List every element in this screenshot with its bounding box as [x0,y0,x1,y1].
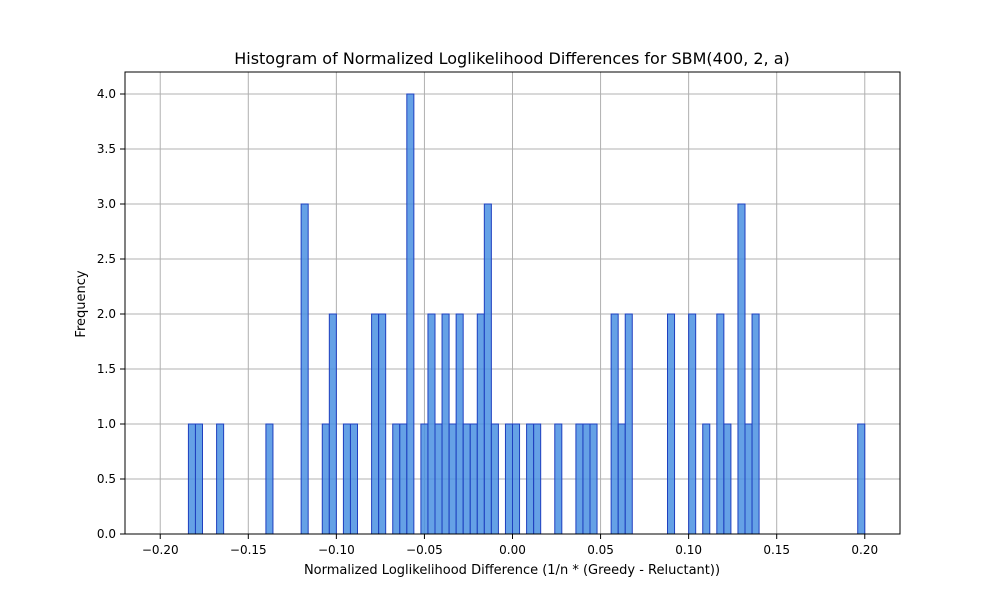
histogram-bar [667,313,676,535]
histogram-bar [399,423,408,535]
histogram-bar [371,313,380,535]
histogram-bar [448,423,457,535]
histogram-bar [533,423,542,535]
histogram-bar [582,423,591,535]
histogram-bar [857,423,866,535]
histogram-bar [216,423,225,535]
histogram-bar [441,313,450,535]
histogram-bar [342,423,351,535]
histogram-bar [554,423,563,535]
histogram-bar [589,423,598,535]
y-tick-label: 3.0 [97,197,116,211]
histogram-bar [321,423,330,535]
histogram-bar [723,423,732,535]
y-tick-label: 4.0 [97,87,116,101]
x-tick-label: 0.00 [499,543,526,557]
histogram-bar [575,423,584,535]
histogram-bar [406,93,415,535]
histogram-bar [462,423,471,535]
x-tick-label: 0.05 [587,543,614,557]
x-tick-label: −0.05 [406,543,443,557]
y-tick-label: 3.5 [97,142,116,156]
histogram-bar [427,313,436,535]
y-tick-label: 1.0 [97,417,116,431]
x-tick-label: −0.10 [318,543,355,557]
histogram-bar [504,423,514,535]
histogram-bar [300,203,309,535]
histogram-bar [349,423,359,535]
histogram-bar [194,423,203,535]
histogram-bar [512,423,521,535]
x-tick-label: 0.15 [763,543,790,557]
histogram-bar [265,423,274,535]
x-axis-ticks: −0.20 −0.15 −0.10 −0.05 0.00 0.05 0.10 0.15 0.20 [142,534,878,557]
histogram-bar [737,203,746,535]
histogram-bar [434,423,443,535]
histogram-bar [610,313,619,535]
histogram-bar [378,313,387,535]
histogram-bar [455,313,464,535]
histogram-bar [624,313,633,535]
histogram-bar [526,423,535,535]
histogram-bar [469,423,478,535]
histogram-bar [483,203,492,535]
histogram-bar [490,423,499,535]
grid-layer [125,72,900,535]
histogram-bar [716,313,725,535]
histogram-bar [688,313,697,535]
y-tick-label: 0.0 [97,527,116,541]
x-tick-label: 0.20 [851,543,878,557]
histogram-bar [187,423,196,535]
histogram-bar [617,423,626,535]
y-tick-label: 2.5 [97,252,116,266]
histogram-bar [328,313,337,535]
y-tick-label: 1.5 [97,362,116,376]
histogram-bar [476,313,485,535]
chart-title: Histogram of Normalized Loglikelihood Di… [234,49,790,68]
y-tick-label: 2.0 [97,307,116,321]
histogram-bar [744,423,753,535]
histogram-bar [420,423,429,535]
histogram-bar [392,423,401,535]
histogram-bar [751,313,760,535]
histogram-bar [702,423,711,535]
y-tick-label: 0.5 [97,472,116,486]
x-tick-label: −0.20 [142,543,179,557]
y-axis-ticks: 0.0 0.5 1.0 1.5 2.0 2.5 3.0 3.5 4.0 [97,87,125,541]
x-axis-label: Normalized Loglikelihood Difference (1/n… [304,563,720,578]
x-tick-label: 0.10 [675,543,702,557]
x-tick-label: −0.15 [230,543,267,557]
y-axis-label: Frequency [74,270,89,337]
